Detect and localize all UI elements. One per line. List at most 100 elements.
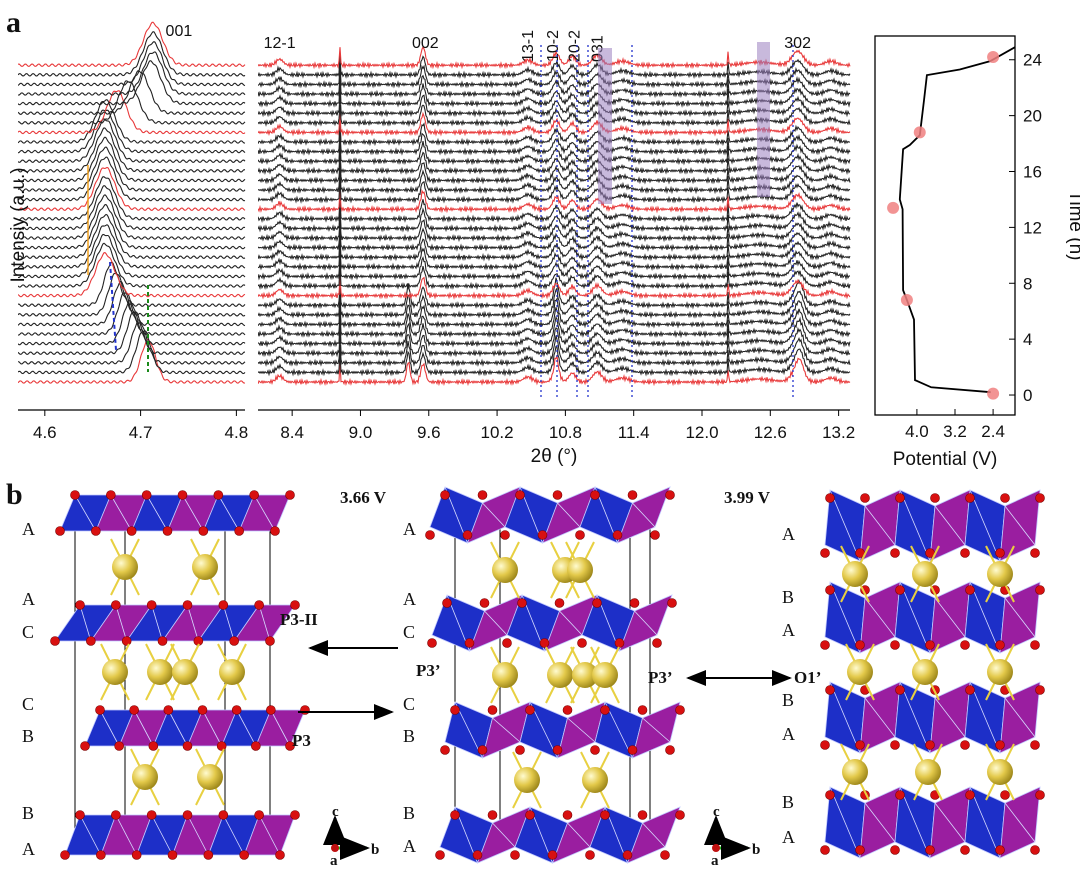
edge xyxy=(899,489,931,562)
oxygen xyxy=(50,636,60,646)
edge xyxy=(864,597,896,638)
oxygen xyxy=(106,490,116,500)
pattern-trace xyxy=(18,318,246,365)
pattern-trace xyxy=(258,326,851,358)
pattern-trace xyxy=(258,345,851,377)
edge xyxy=(217,494,240,532)
oxygen xyxy=(960,548,970,558)
oxygen xyxy=(239,850,249,860)
pattern-trace xyxy=(18,233,246,279)
edge xyxy=(1004,697,1036,738)
oxygen xyxy=(890,845,900,855)
oxygen xyxy=(425,530,435,540)
edge xyxy=(151,604,163,642)
sodium xyxy=(197,764,223,790)
oxygen xyxy=(477,745,488,755)
x-tick-label: 9.6 xyxy=(417,423,441,442)
pattern-trace xyxy=(18,252,246,298)
pattern-trace xyxy=(18,70,246,116)
octahedra-layer xyxy=(820,581,1045,654)
oxygen xyxy=(234,526,244,536)
oxygen xyxy=(562,705,573,715)
oxygen xyxy=(895,493,905,503)
panel-label: b xyxy=(6,478,23,511)
x-tick-label: 12.6 xyxy=(754,423,787,442)
peak-label: 20-2 xyxy=(566,30,583,62)
sodium xyxy=(912,561,938,587)
plot-frame xyxy=(874,35,1016,416)
oxygen xyxy=(855,740,865,750)
oxygen xyxy=(1035,790,1045,800)
sodium xyxy=(547,662,573,688)
oxygen xyxy=(218,810,229,820)
phase: P3’ xyxy=(648,668,673,687)
sodium xyxy=(112,554,138,580)
pattern-trace xyxy=(18,299,246,346)
oxygen xyxy=(440,490,450,500)
sodium xyxy=(219,659,245,685)
oxygen xyxy=(860,493,870,503)
oxygen xyxy=(55,526,65,536)
pattern-trace xyxy=(258,355,851,387)
pattern-trace xyxy=(18,280,246,327)
edge xyxy=(492,822,516,848)
edge xyxy=(899,681,931,754)
oxygen xyxy=(890,548,900,558)
phase: P3-II xyxy=(280,610,318,629)
sodium xyxy=(915,759,941,785)
phase: O1’ xyxy=(794,668,821,687)
x-tick-label: 9.0 xyxy=(349,423,373,442)
marker xyxy=(900,294,913,307)
peak-label: 13-1 xyxy=(520,30,537,62)
pattern-trace xyxy=(258,276,851,300)
pattern-trace xyxy=(18,292,246,336)
pattern-trace xyxy=(18,330,246,375)
peak-label: 10-2 xyxy=(545,30,562,62)
edge xyxy=(969,489,1001,562)
edge xyxy=(258,814,281,856)
pattern-trace xyxy=(18,311,246,356)
oxygen xyxy=(547,850,558,860)
oxygen xyxy=(290,600,300,610)
x-axis-label: Potential (V) xyxy=(893,449,998,470)
pattern-trace xyxy=(18,51,246,96)
sodium xyxy=(912,659,938,685)
oxygen xyxy=(577,638,587,648)
edge xyxy=(110,494,133,532)
y-tick-label: 12 xyxy=(1023,218,1042,237)
y-tick-label: 16 xyxy=(1023,163,1042,182)
sodium xyxy=(847,659,873,685)
stacking-letter: B xyxy=(782,792,794,812)
pattern-trace xyxy=(18,213,246,260)
pattern-trace xyxy=(258,198,851,224)
oxygen xyxy=(965,685,975,695)
x-tick-label: 11.4 xyxy=(618,423,650,442)
pattern-trace xyxy=(258,297,851,329)
oxygen xyxy=(182,600,193,610)
oxygen xyxy=(197,705,208,715)
oxygen xyxy=(1030,845,1040,855)
oxygen xyxy=(855,640,865,650)
oxygen xyxy=(300,705,310,715)
stacking-letter: C xyxy=(403,694,415,714)
x-axis-label: 2θ (°) xyxy=(531,446,578,467)
oxygen xyxy=(129,705,139,715)
oxygen xyxy=(290,810,300,820)
oxygen xyxy=(285,741,295,751)
oxygen xyxy=(251,741,261,751)
pattern-trace xyxy=(258,264,851,291)
marker xyxy=(887,201,900,214)
oxygen xyxy=(820,640,830,650)
oxygen xyxy=(502,638,512,648)
octahedra-layer xyxy=(427,594,677,652)
pattern-trace xyxy=(258,246,851,272)
edge xyxy=(74,494,97,532)
oxygen xyxy=(148,741,159,751)
sodium xyxy=(842,561,868,587)
oxygen xyxy=(266,705,276,715)
oxygen xyxy=(203,850,214,860)
sodium xyxy=(492,662,518,688)
pattern-trace xyxy=(258,315,851,348)
oxygen xyxy=(275,850,285,860)
